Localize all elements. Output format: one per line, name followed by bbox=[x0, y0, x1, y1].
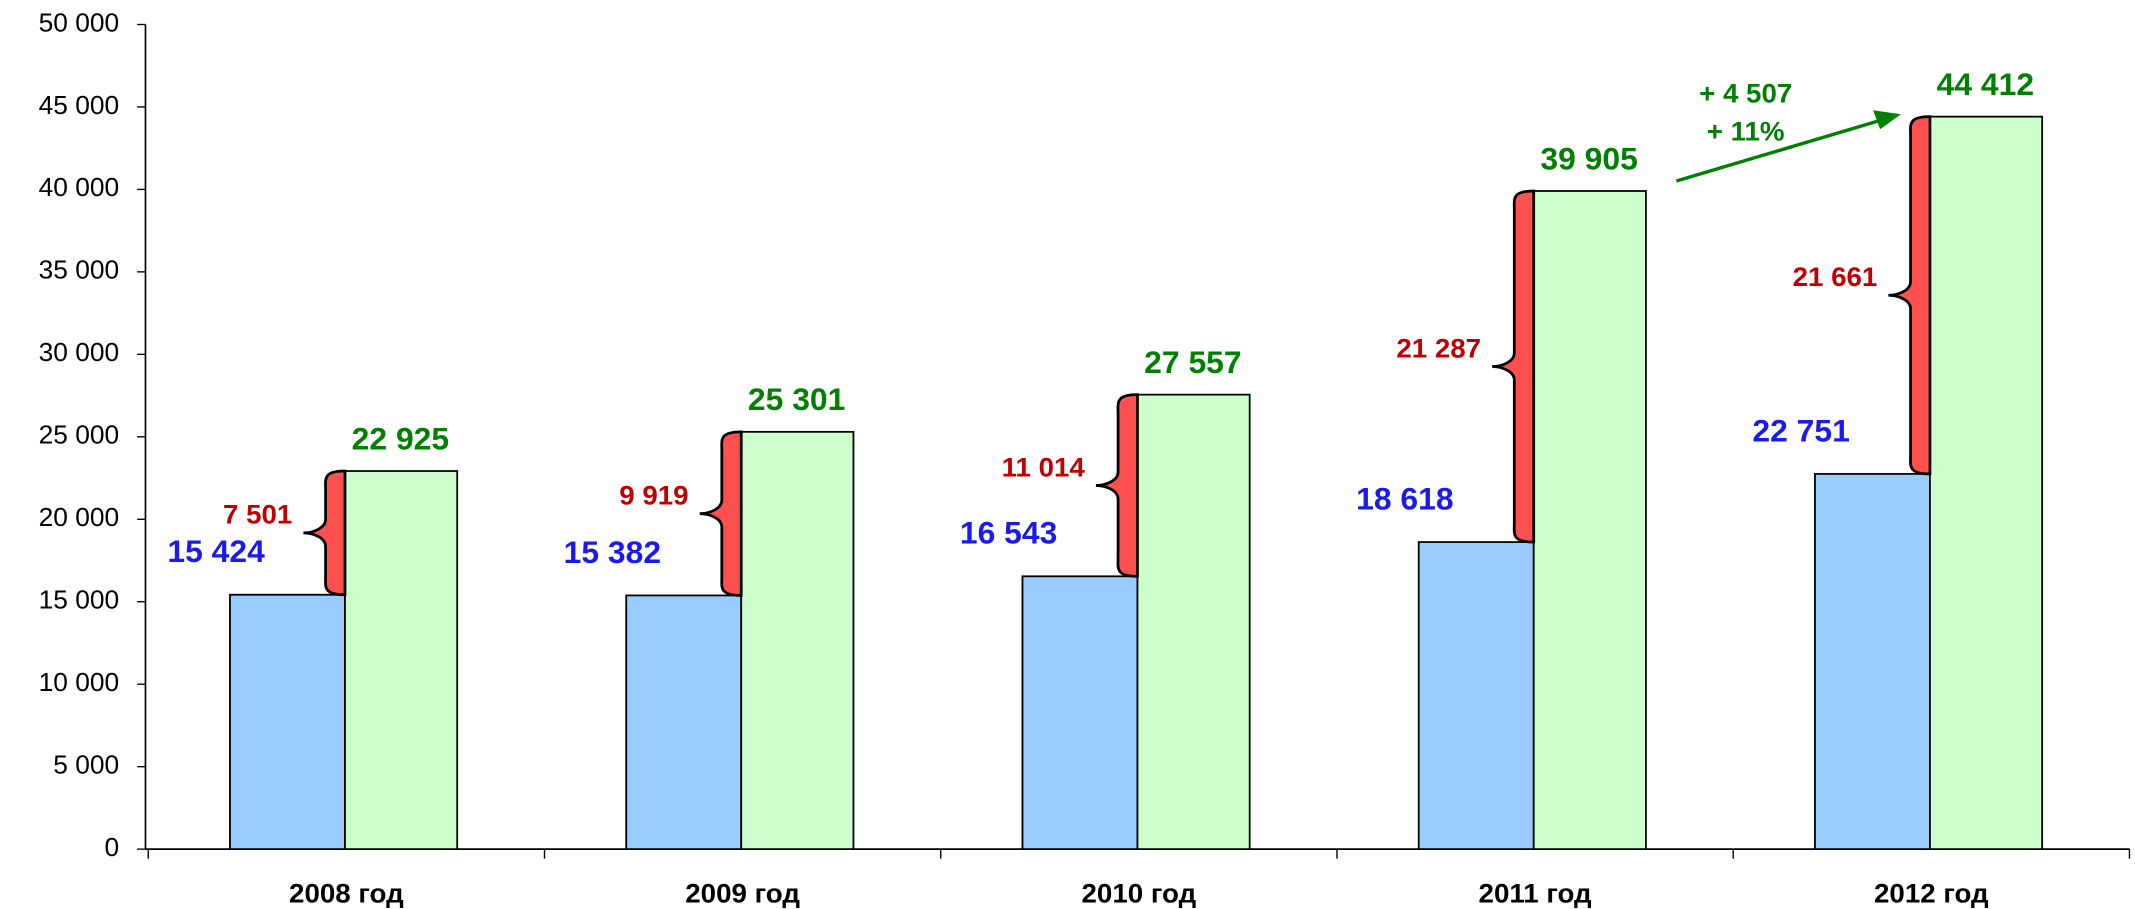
value-label: 25 301 bbox=[748, 381, 845, 417]
bar bbox=[1929, 115, 2044, 851]
x-tick-label: 2008 год bbox=[289, 878, 404, 909]
y-tick-label: 45 000 bbox=[39, 90, 119, 120]
x-tick-label: 2009 год bbox=[685, 878, 800, 909]
bar bbox=[740, 430, 855, 851]
bar bbox=[1814, 473, 1931, 851]
y-tick-label: 5 000 bbox=[53, 750, 119, 780]
value-label: 39 905 bbox=[1540, 141, 1637, 177]
difference-bracket bbox=[1492, 189, 1536, 544]
annotation: + 4 507 bbox=[1699, 78, 1792, 109]
bar bbox=[625, 594, 743, 851]
difference-label: 9 919 bbox=[619, 480, 688, 511]
difference-bracket bbox=[1095, 393, 1139, 578]
x-tick-label: 2010 год bbox=[1082, 878, 1197, 909]
value-label: 18 618 bbox=[1356, 481, 1453, 517]
growth-arrow bbox=[1675, 116, 1888, 183]
value-label: 44 412 bbox=[1937, 66, 2034, 102]
bar bbox=[344, 470, 459, 851]
bar bbox=[1136, 393, 1251, 851]
difference-bracket bbox=[1888, 115, 1932, 476]
annotation: + 11% bbox=[1707, 116, 1785, 147]
y-tick-label: 30 000 bbox=[39, 337, 119, 367]
value-label: 15 424 bbox=[167, 533, 265, 569]
value-label: 22 751 bbox=[1752, 413, 1849, 449]
difference-label: 21 287 bbox=[1396, 333, 1481, 364]
y-tick-label: 50 000 bbox=[39, 8, 119, 38]
y-tick-label: 10 000 bbox=[39, 667, 119, 697]
growth-arrowhead bbox=[1873, 110, 1901, 130]
bar bbox=[229, 593, 346, 851]
x-tick-label: 2012 год bbox=[1874, 878, 1989, 909]
difference-bracket bbox=[303, 469, 347, 597]
bar bbox=[1532, 190, 1647, 851]
difference-label: 21 661 bbox=[1793, 261, 1878, 292]
x-tick-label: 2011 год bbox=[1479, 878, 1592, 909]
y-tick-label: 0 bbox=[105, 832, 120, 862]
bar bbox=[1021, 575, 1139, 851]
y-tick-label: 20 000 bbox=[39, 502, 119, 532]
value-label: 16 543 bbox=[960, 515, 1057, 551]
y-tick-label: 35 000 bbox=[39, 255, 119, 285]
bar bbox=[1417, 541, 1535, 851]
value-label: 15 382 bbox=[564, 534, 661, 570]
difference-bracket bbox=[699, 430, 743, 597]
y-tick-label: 40 000 bbox=[39, 172, 119, 202]
value-label: 27 557 bbox=[1144, 344, 1241, 380]
y-tick-label: 25 000 bbox=[39, 420, 119, 450]
value-label: 22 925 bbox=[352, 421, 449, 457]
difference-label: 11 014 bbox=[1002, 452, 1086, 483]
y-tick-label: 15 000 bbox=[39, 585, 119, 615]
difference-label: 7 501 bbox=[223, 499, 292, 530]
